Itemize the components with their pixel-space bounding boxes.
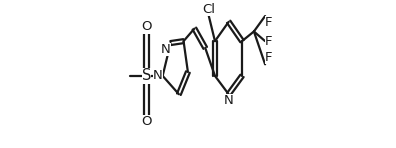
Text: O: O bbox=[141, 115, 152, 128]
Text: N: N bbox=[224, 94, 234, 107]
Text: N: N bbox=[153, 69, 163, 82]
Text: N: N bbox=[161, 43, 171, 56]
Text: F: F bbox=[265, 51, 272, 64]
Text: S: S bbox=[142, 68, 151, 83]
Text: F: F bbox=[265, 35, 272, 48]
Text: F: F bbox=[265, 16, 272, 29]
Text: Cl: Cl bbox=[202, 3, 215, 16]
Text: O: O bbox=[141, 20, 152, 33]
